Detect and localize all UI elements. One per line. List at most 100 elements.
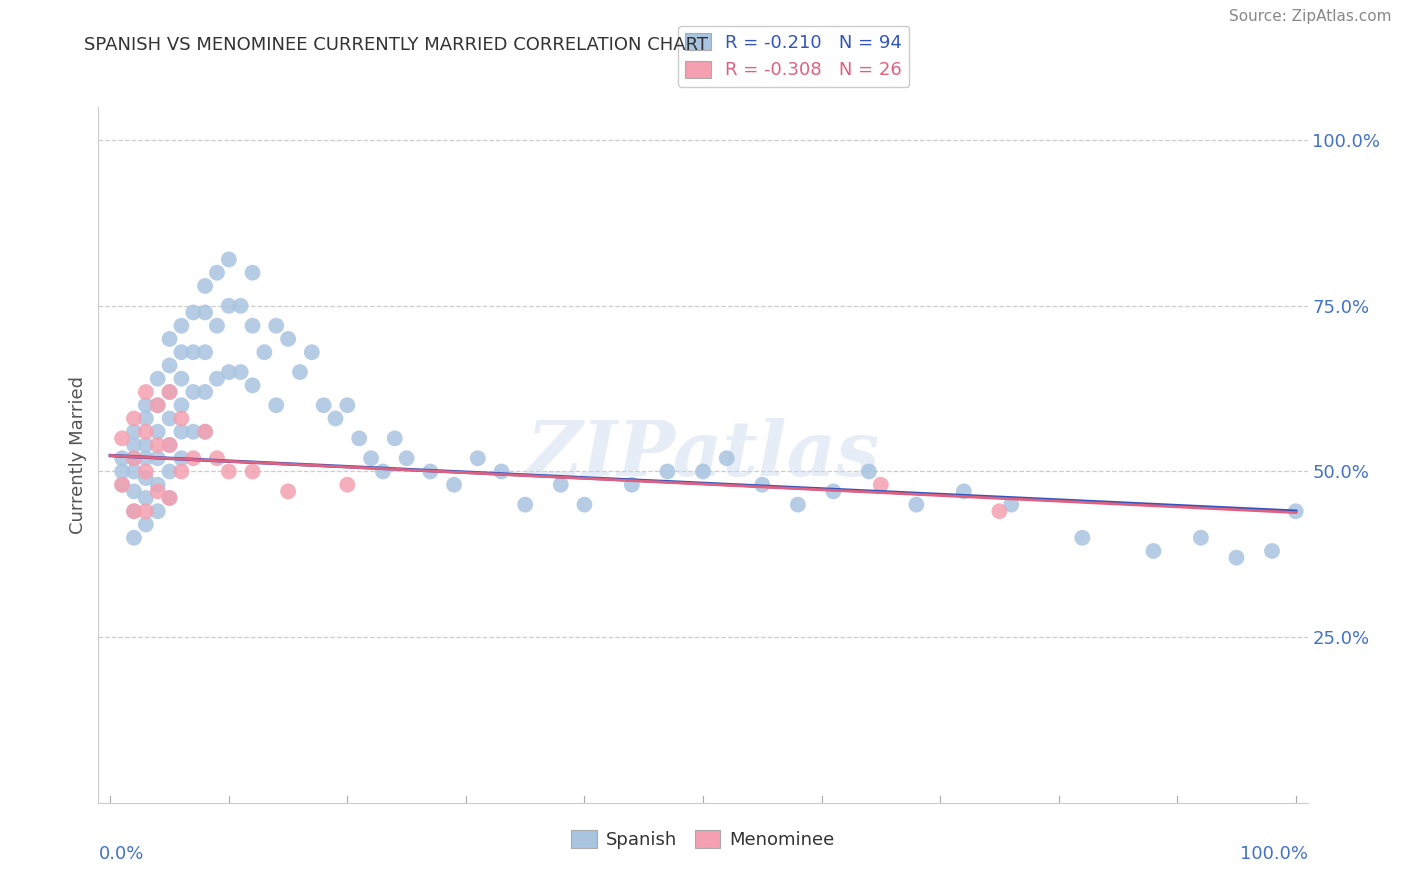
Point: [111, 477, 134, 491]
Point: [159, 332, 181, 346]
Point: [347, 431, 370, 445]
Point: [111, 477, 134, 491]
Point: [620, 477, 643, 491]
Point: [467, 451, 489, 466]
Point: [277, 332, 299, 346]
Point: [146, 484, 169, 499]
Point: [111, 465, 134, 479]
Point: [146, 372, 169, 386]
Point: [205, 266, 228, 280]
Point: [858, 465, 880, 479]
Point: [218, 465, 240, 479]
Point: [242, 465, 264, 479]
Point: [751, 477, 773, 491]
Point: [135, 465, 157, 479]
Point: [170, 372, 193, 386]
Point: [288, 365, 311, 379]
Point: [194, 345, 217, 359]
Point: [122, 484, 145, 499]
Text: Source: ZipAtlas.com: Source: ZipAtlas.com: [1229, 9, 1392, 24]
Point: [122, 465, 145, 479]
Point: [159, 411, 181, 425]
Point: [384, 431, 406, 445]
Point: [135, 471, 157, 485]
Point: [135, 438, 157, 452]
Point: [905, 498, 928, 512]
Point: [657, 465, 679, 479]
Point: [170, 318, 193, 333]
Point: [1071, 531, 1094, 545]
Point: [229, 365, 252, 379]
Point: [491, 465, 513, 479]
Point: [242, 318, 264, 333]
Point: [159, 491, 181, 505]
Point: [253, 345, 276, 359]
Point: [146, 398, 169, 412]
Point: [242, 378, 264, 392]
Text: ZIPatlas: ZIPatlas: [526, 418, 880, 491]
Point: [229, 299, 252, 313]
Point: [111, 451, 134, 466]
Point: [1000, 498, 1022, 512]
Point: [159, 359, 181, 373]
Point: [146, 451, 169, 466]
Point: [952, 484, 974, 499]
Point: [135, 517, 157, 532]
Point: [181, 345, 204, 359]
Point: [716, 451, 738, 466]
Point: [218, 252, 240, 267]
Point: [1285, 504, 1308, 518]
Point: [181, 305, 204, 319]
Point: [692, 465, 714, 479]
Point: [122, 451, 145, 466]
Point: [135, 398, 157, 412]
Text: SPANISH VS MENOMINEE CURRENTLY MARRIED CORRELATION CHART: SPANISH VS MENOMINEE CURRENTLY MARRIED C…: [84, 36, 709, 54]
Point: [1261, 544, 1284, 558]
Point: [122, 504, 145, 518]
Y-axis label: Currently Married: Currently Married: [69, 376, 87, 534]
Point: [205, 372, 228, 386]
Point: [360, 451, 382, 466]
Point: [122, 425, 145, 439]
Point: [264, 318, 287, 333]
Point: [194, 305, 217, 319]
Point: [336, 477, 359, 491]
Point: [550, 477, 572, 491]
Point: [170, 451, 193, 466]
Point: [135, 384, 157, 399]
Point: [419, 465, 441, 479]
Point: [194, 384, 217, 399]
Point: [264, 398, 287, 412]
Point: [312, 398, 335, 412]
Point: [135, 491, 157, 505]
Point: [170, 398, 193, 412]
Point: [122, 531, 145, 545]
Point: [135, 425, 157, 439]
Point: [218, 299, 240, 313]
Point: [395, 451, 418, 466]
Point: [336, 398, 359, 412]
Point: [1189, 531, 1212, 545]
Point: [869, 477, 891, 491]
Point: [159, 384, 181, 399]
Point: [443, 477, 465, 491]
Point: [181, 384, 204, 399]
Point: [823, 484, 845, 499]
Point: [218, 365, 240, 379]
Point: [1142, 544, 1164, 558]
Text: 0.0%: 0.0%: [98, 845, 143, 863]
Point: [159, 465, 181, 479]
Point: [194, 425, 217, 439]
Text: 100.0%: 100.0%: [1240, 845, 1308, 863]
Point: [122, 504, 145, 518]
Point: [170, 465, 193, 479]
Point: [122, 438, 145, 452]
Point: [159, 438, 181, 452]
Point: [111, 431, 134, 445]
Point: [159, 491, 181, 505]
Point: [371, 465, 394, 479]
Point: [301, 345, 323, 359]
Point: [135, 411, 157, 425]
Point: [170, 425, 193, 439]
Point: [1225, 550, 1247, 565]
